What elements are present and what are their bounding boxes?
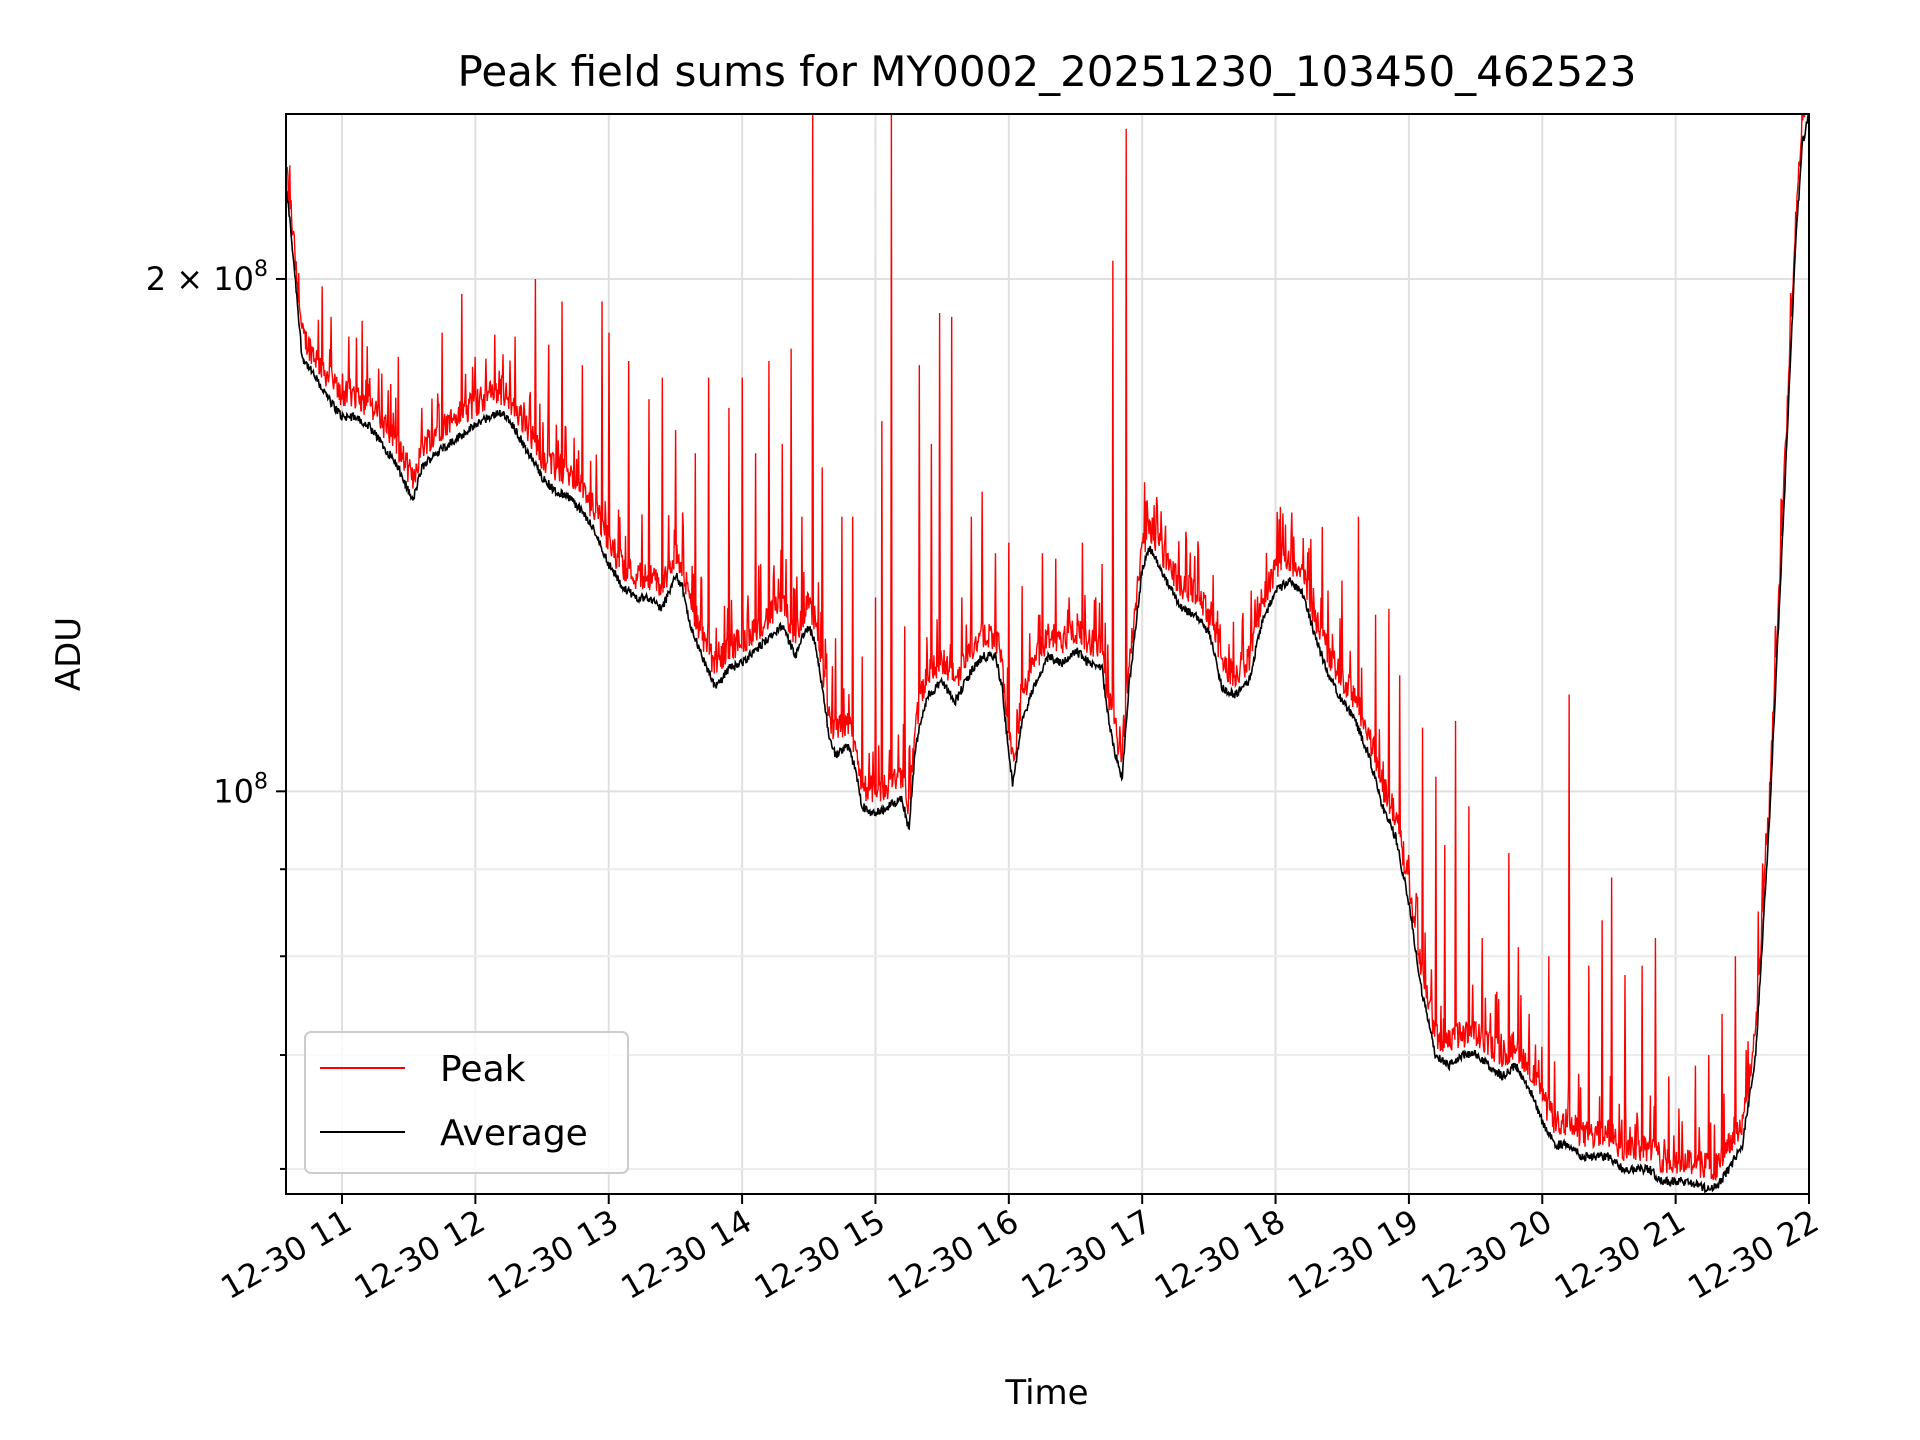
- y-tick-label: 108: [213, 769, 268, 810]
- legend-label-average: Average: [440, 1113, 588, 1154]
- x-axis-label: Time: [1004, 1373, 1088, 1413]
- y-tick-label-exponent: 8: [254, 257, 268, 282]
- y-tick-label-exponent: 8: [254, 769, 268, 794]
- series-line-peak: [286, 114, 1806, 1182]
- legend: Peak Average: [304, 1031, 629, 1174]
- plot-area: [285, 113, 1810, 1195]
- y-tick-label-base: 2 × 10: [146, 260, 254, 298]
- plot-frame: [285, 113, 1810, 1195]
- y-tick-label: 2 × 108: [146, 257, 268, 298]
- chart-title: Peak field sums for MY0002_20251230_1034…: [457, 47, 1636, 96]
- legend-label-peak: Peak: [440, 1049, 526, 1090]
- y-axis-label: ADU: [49, 617, 89, 691]
- series-layer: [286, 114, 1809, 1194]
- series-line-average: [286, 114, 1809, 1194]
- y-tick-label-base: 10: [213, 772, 254, 810]
